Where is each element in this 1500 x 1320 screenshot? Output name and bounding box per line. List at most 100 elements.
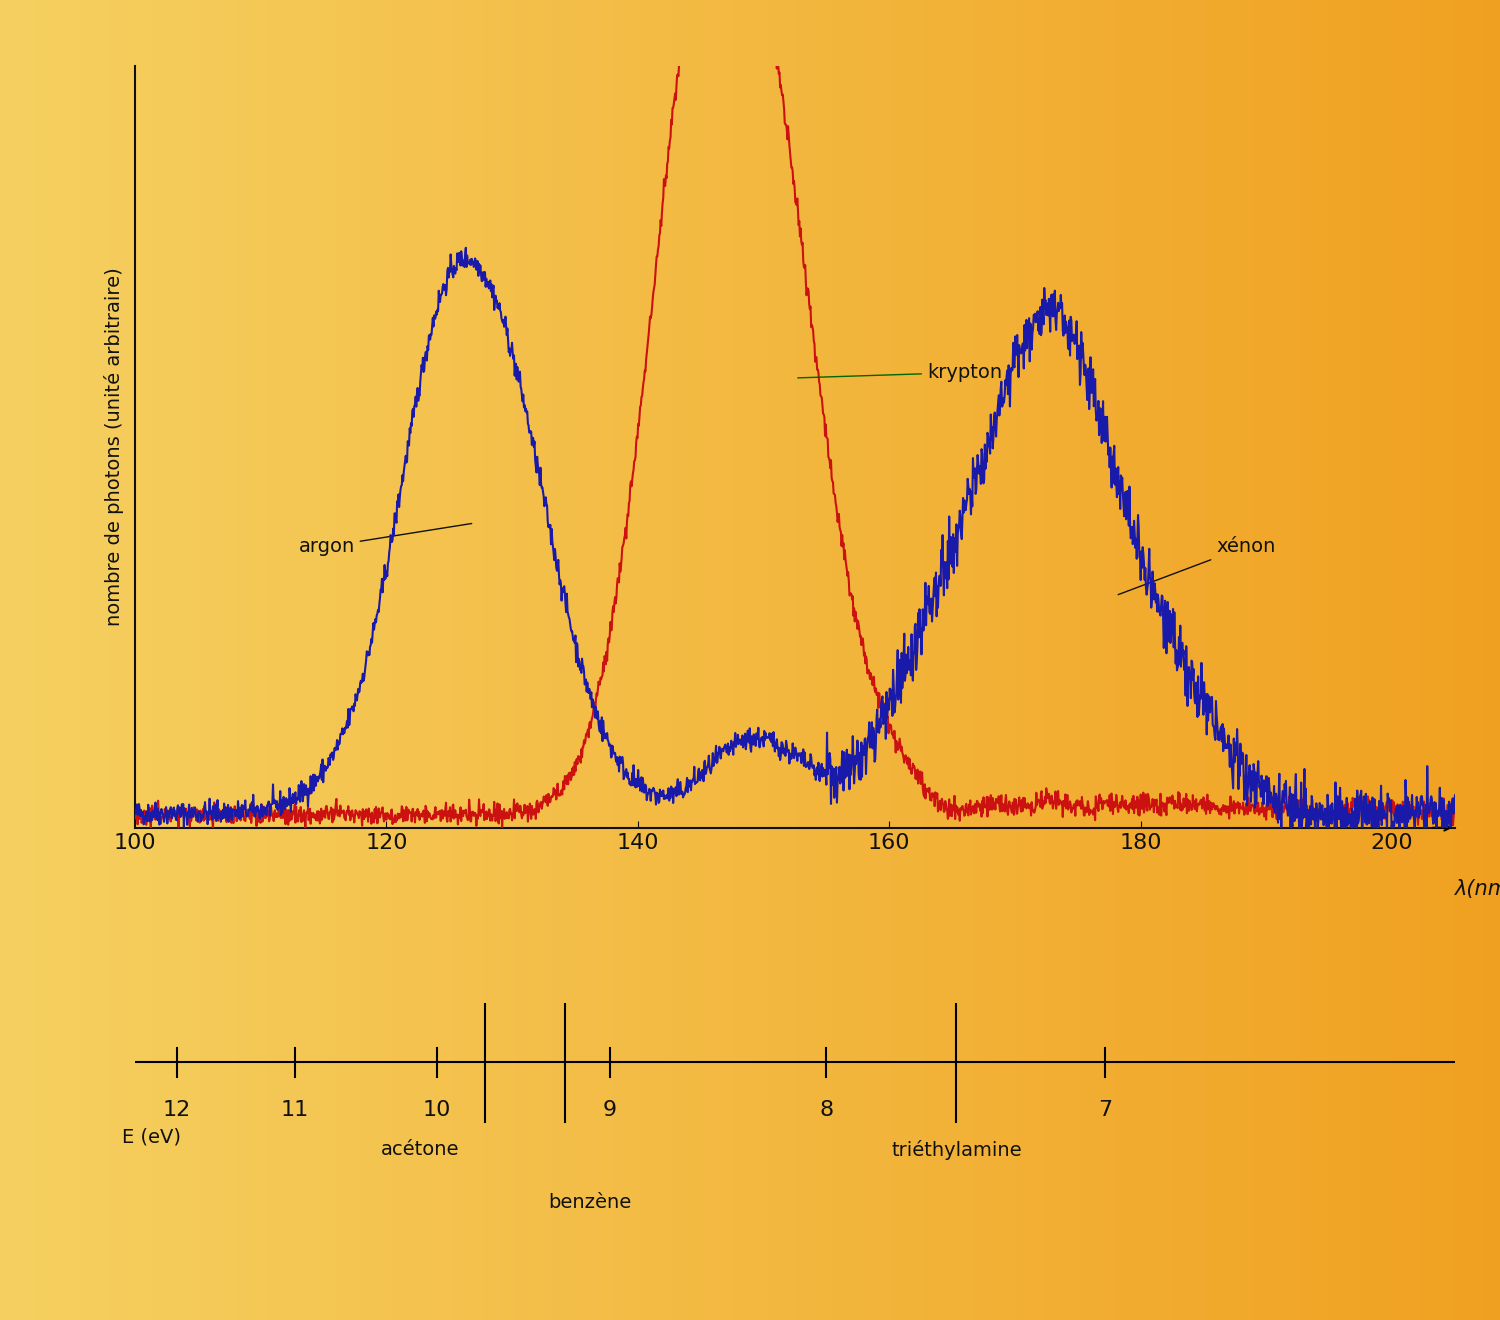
Bar	[408, 0, 413, 1320]
Bar	[1395, 0, 1400, 1320]
Bar	[1044, 0, 1048, 1320]
Bar	[1218, 0, 1222, 1320]
Bar	[399, 0, 404, 1320]
Bar	[858, 0, 862, 1320]
Text: 7: 7	[1098, 1101, 1112, 1121]
Bar	[1377, 0, 1382, 1320]
Bar	[924, 0, 928, 1320]
Bar	[249, 0, 254, 1320]
Bar	[861, 0, 865, 1320]
Bar	[384, 0, 388, 1320]
Bar	[1458, 0, 1462, 1320]
Bar	[585, 0, 590, 1320]
Bar	[1206, 0, 1210, 1320]
Bar	[1407, 0, 1412, 1320]
Bar	[348, 0, 352, 1320]
Bar	[96, 0, 100, 1320]
Bar	[642, 0, 646, 1320]
Bar	[1089, 0, 1094, 1320]
Bar	[1197, 0, 1202, 1320]
Bar	[189, 0, 194, 1320]
Bar	[1224, 0, 1228, 1320]
Bar	[630, 0, 634, 1320]
Bar	[897, 0, 902, 1320]
Bar	[234, 0, 238, 1320]
Text: 8: 8	[819, 1101, 834, 1121]
Bar	[1449, 0, 1454, 1320]
Bar	[1215, 0, 1219, 1320]
Bar	[177, 0, 182, 1320]
Bar	[1116, 0, 1120, 1320]
Bar	[1479, 0, 1484, 1320]
Bar	[543, 0, 548, 1320]
Bar	[525, 0, 530, 1320]
Bar	[126, 0, 130, 1320]
Text: argon: argon	[298, 524, 471, 556]
Bar	[573, 0, 578, 1320]
Bar	[1143, 0, 1148, 1320]
Bar	[972, 0, 976, 1320]
Bar	[690, 0, 694, 1320]
Bar	[951, 0, 956, 1320]
Bar	[81, 0, 86, 1320]
Bar	[1122, 0, 1126, 1320]
Bar	[480, 0, 484, 1320]
Bar	[1308, 0, 1312, 1320]
Bar	[369, 0, 374, 1320]
Bar	[1467, 0, 1472, 1320]
Bar	[1092, 0, 1096, 1320]
Bar	[318, 0, 322, 1320]
Bar	[870, 0, 874, 1320]
Bar	[969, 0, 974, 1320]
Bar	[1203, 0, 1208, 1320]
Bar	[654, 0, 658, 1320]
Bar	[666, 0, 670, 1320]
Bar	[1380, 0, 1384, 1320]
Bar	[1101, 0, 1106, 1320]
Bar	[1131, 0, 1136, 1320]
Bar	[1245, 0, 1250, 1320]
Bar	[1470, 0, 1474, 1320]
Bar	[1287, 0, 1292, 1320]
Bar	[360, 0, 364, 1320]
Bar	[825, 0, 830, 1320]
Bar	[963, 0, 968, 1320]
Bar	[1344, 0, 1348, 1320]
Bar	[207, 0, 212, 1320]
Bar	[711, 0, 716, 1320]
Bar	[843, 0, 848, 1320]
Bar	[1341, 0, 1346, 1320]
Bar	[1200, 0, 1204, 1320]
Bar	[927, 0, 932, 1320]
Bar	[1446, 0, 1450, 1320]
Bar	[1485, 0, 1490, 1320]
Bar	[660, 0, 664, 1320]
Bar	[237, 0, 242, 1320]
Bar	[1209, 0, 1214, 1320]
Bar	[72, 0, 76, 1320]
Bar	[912, 0, 916, 1320]
Bar	[438, 0, 442, 1320]
Bar	[747, 0, 752, 1320]
Bar	[1353, 0, 1358, 1320]
Bar	[708, 0, 712, 1320]
Bar	[624, 0, 628, 1320]
Bar	[1419, 0, 1424, 1320]
Bar	[402, 0, 406, 1320]
Bar	[657, 0, 662, 1320]
Bar	[288, 0, 292, 1320]
Text: triéthylamine: triéthylamine	[891, 1139, 1022, 1160]
Bar	[1038, 0, 1042, 1320]
Bar	[336, 0, 340, 1320]
Bar	[453, 0, 458, 1320]
Bar	[729, 0, 734, 1320]
Bar	[1260, 0, 1264, 1320]
Bar	[687, 0, 692, 1320]
Bar	[777, 0, 782, 1320]
Bar	[1254, 0, 1258, 1320]
Bar	[462, 0, 466, 1320]
Bar	[786, 0, 790, 1320]
Bar	[1284, 0, 1288, 1320]
Bar	[111, 0, 116, 1320]
Bar	[216, 0, 220, 1320]
